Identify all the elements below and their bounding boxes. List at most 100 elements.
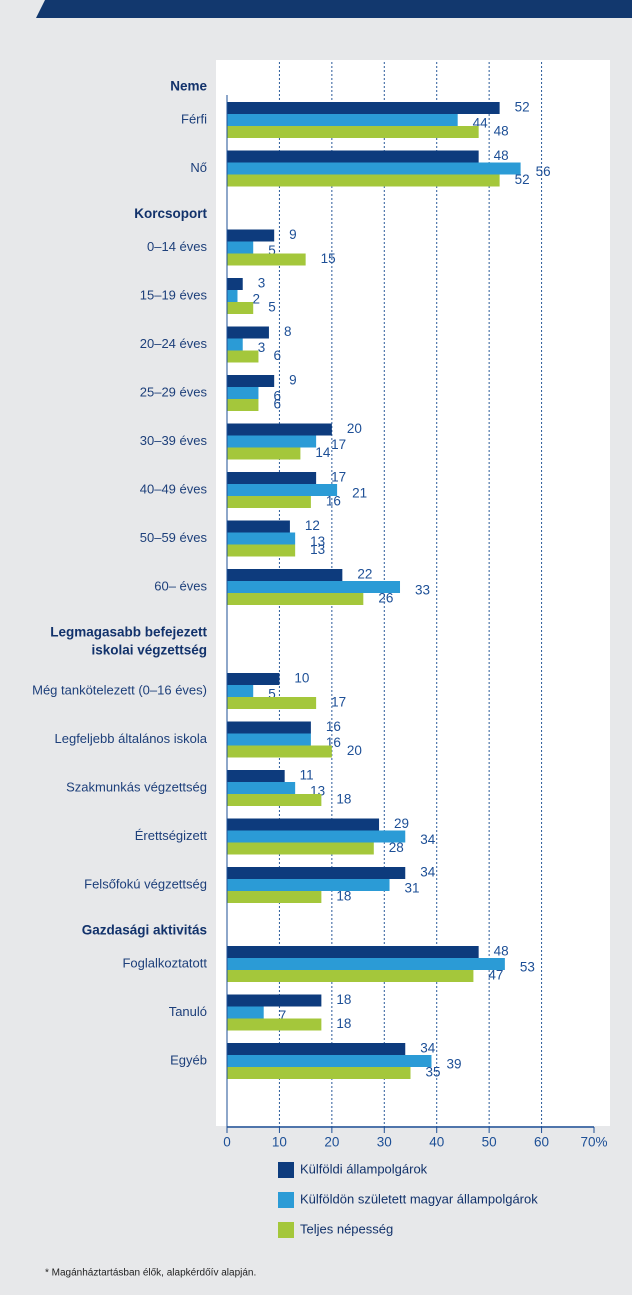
bar — [227, 532, 296, 545]
bar — [227, 879, 390, 891]
value-label: 18 — [336, 792, 351, 807]
legend-swatch — [278, 1222, 294, 1238]
bar — [227, 697, 317, 709]
value-label: 5 — [268, 300, 276, 315]
value-label: 34 — [420, 865, 436, 880]
bar — [227, 253, 306, 266]
bar — [227, 818, 380, 831]
bar — [227, 569, 343, 581]
value-label: 52 — [515, 172, 530, 187]
category-label: 0–14 éves — [147, 239, 207, 254]
value-label: 48 — [494, 148, 509, 163]
x-tick-label: 10 — [272, 1135, 287, 1150]
x-tick-label: 50 — [482, 1135, 497, 1150]
legend-label: Külföldön született magyar állampolgárok — [300, 1191, 538, 1206]
bar — [227, 114, 458, 126]
value-label: 9 — [289, 373, 297, 388]
bar — [227, 229, 275, 242]
category-label: Érettségizett — [135, 828, 208, 843]
bar — [227, 721, 311, 734]
value-label: 6 — [273, 389, 281, 404]
category-label: 20–24 éves — [140, 336, 208, 351]
bar — [227, 399, 259, 411]
footnote: * Magánháztartásban élők, alapkérdőív al… — [45, 1268, 256, 1279]
bar — [227, 745, 332, 758]
value-label: 56 — [536, 164, 551, 179]
bar — [227, 891, 322, 903]
category-label: Foglalkoztatott — [122, 955, 207, 970]
bar — [227, 278, 243, 290]
value-label: 13 — [310, 542, 325, 557]
bar — [227, 782, 296, 794]
value-label: 6 — [273, 397, 281, 412]
value-label: 17 — [331, 695, 346, 710]
category-label: 50–59 éves — [140, 530, 208, 545]
group-header: iskolai végzettség — [91, 643, 207, 658]
value-label: 34 — [420, 1041, 436, 1056]
bar — [227, 496, 311, 508]
bar — [227, 126, 479, 138]
bar — [227, 794, 322, 806]
value-label: 47 — [488, 968, 503, 983]
value-label: 17 — [331, 437, 346, 452]
value-label: 18 — [336, 992, 351, 1007]
bar — [227, 387, 259, 399]
bar — [227, 770, 285, 782]
bar — [227, 290, 238, 302]
category-label: Tanuló — [169, 1004, 207, 1019]
bar — [227, 102, 500, 114]
value-label: 48 — [494, 124, 509, 139]
bar — [227, 544, 296, 557]
category-label: 40–49 éves — [140, 481, 208, 496]
bar — [227, 423, 332, 436]
value-label: 39 — [446, 1057, 461, 1072]
category-label: Egyéb — [170, 1052, 207, 1067]
bar — [227, 447, 301, 460]
bar — [227, 830, 406, 843]
value-label: 28 — [389, 840, 404, 855]
bar — [227, 1018, 322, 1031]
value-label: 6 — [273, 348, 281, 363]
legend-swatch — [278, 1162, 294, 1178]
value-label: 34 — [420, 832, 436, 847]
value-label: 15 — [321, 251, 336, 266]
value-label: 18 — [336, 889, 351, 904]
value-label: 8 — [284, 324, 292, 339]
bar — [227, 946, 479, 958]
value-label: 3 — [258, 340, 266, 355]
value-label: 16 — [326, 719, 341, 734]
bar — [227, 150, 479, 163]
value-label: 29 — [394, 816, 409, 831]
value-label: 7 — [279, 1008, 287, 1023]
bar — [227, 302, 254, 314]
value-label: 31 — [405, 881, 420, 896]
value-label: 13 — [310, 534, 325, 549]
bar — [227, 350, 259, 363]
bar — [227, 842, 374, 855]
category-label: Férfi — [181, 111, 207, 126]
bar — [227, 520, 290, 533]
bar — [227, 994, 322, 1007]
bar — [227, 1006, 264, 1019]
group-header: Neme — [170, 79, 207, 94]
bar — [227, 174, 500, 187]
category-label: Nő — [190, 160, 207, 175]
value-label: 16 — [326, 494, 341, 509]
group-header: Korcsoport — [134, 206, 207, 221]
value-label: 21 — [352, 486, 367, 501]
bar — [227, 338, 243, 351]
category-label: Legfeljebb általános iskola — [55, 731, 208, 746]
value-label: 11 — [300, 768, 314, 783]
value-label: 52 — [515, 100, 530, 115]
value-label: 17 — [331, 470, 346, 485]
bar — [227, 733, 311, 746]
value-label: 48 — [494, 944, 509, 959]
bar — [227, 162, 521, 175]
value-label: 18 — [336, 1016, 351, 1031]
category-label: 60– éves — [154, 578, 207, 593]
category-label: Felsőfokú végzettség — [84, 876, 207, 891]
bar — [227, 326, 269, 339]
x-tick-label: 30 — [377, 1135, 392, 1150]
value-label: 35 — [426, 1065, 441, 1080]
